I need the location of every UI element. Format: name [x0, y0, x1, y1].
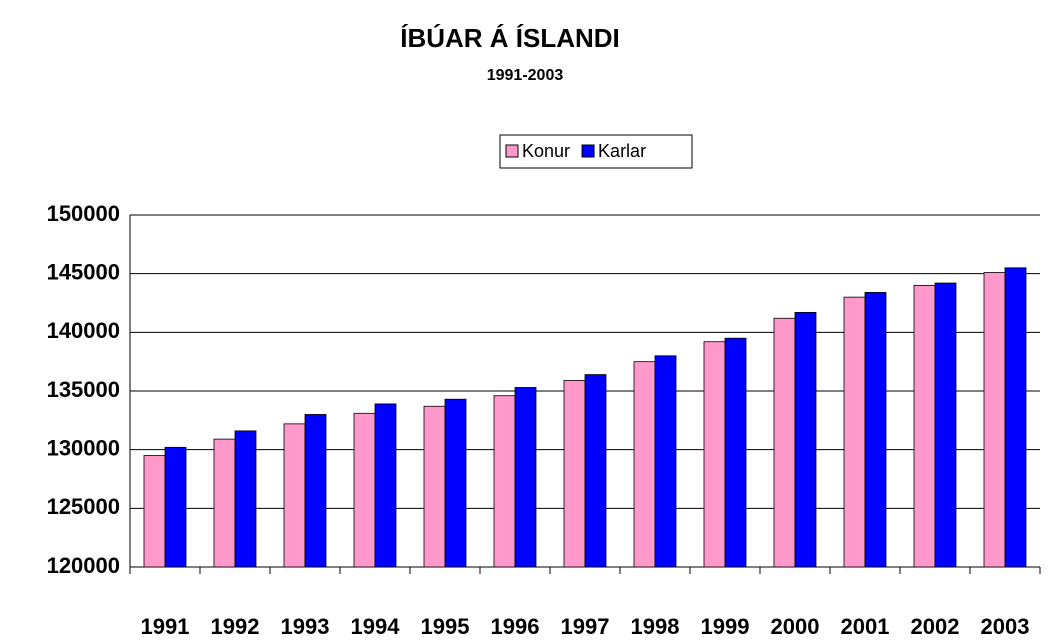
legend-box: [499, 134, 693, 169]
x-tick-label: 1994: [351, 614, 401, 637]
x-tick-label: 1998: [631, 614, 680, 637]
chart-subtitle: 1991-2003: [487, 67, 564, 84]
x-tick-label: 2003: [981, 614, 1030, 637]
bar: [934, 282, 957, 568]
bar: [703, 341, 726, 568]
bar: [773, 317, 796, 568]
legend-label: Konur: [522, 141, 570, 161]
x-tick-label: 2000: [771, 614, 820, 637]
y-tick-label: 130000: [47, 435, 120, 460]
bar: [234, 430, 257, 568]
y-tick-label: 125000: [47, 494, 120, 519]
bar: [444, 398, 467, 568]
y-tick-label: 145000: [47, 259, 120, 284]
bar: [983, 272, 1006, 568]
x-tick-label: 2001: [841, 614, 890, 637]
bar: [633, 361, 656, 568]
bar: [374, 403, 397, 568]
x-tick-label: 1991: [141, 614, 190, 637]
y-tick-label: 120000: [47, 553, 120, 578]
bar: [724, 337, 747, 568]
bar: [794, 311, 817, 568]
bar: [864, 292, 887, 568]
x-tick-label: 1997: [561, 614, 610, 637]
y-tick-label: 150000: [47, 201, 120, 226]
bar: [514, 387, 537, 568]
bar: [213, 438, 236, 568]
legend-label: Karlar: [598, 141, 646, 161]
bar: [423, 405, 446, 568]
bar: [353, 412, 376, 568]
x-tick-label: 1993: [281, 614, 330, 637]
bar: [654, 355, 677, 568]
x-tick-label: 1995: [421, 614, 470, 637]
bar: [164, 446, 187, 568]
bar: [563, 380, 586, 568]
x-tick-label: 1996: [491, 614, 540, 637]
bar: [304, 414, 327, 568]
x-tick-label: 1992: [211, 614, 260, 637]
legend-swatch: [581, 144, 595, 158]
bar: [283, 423, 306, 568]
legend-swatch: [505, 144, 519, 158]
y-tick-label: 135000: [47, 377, 120, 402]
y-tick-label: 140000: [47, 318, 120, 343]
bar: [143, 455, 166, 568]
bar: [584, 374, 607, 568]
bar: [913, 284, 936, 568]
bar: [843, 296, 866, 568]
x-tick-label: 1999: [701, 614, 750, 637]
chart-title: ÍBÚAR Á ÍSLANDI: [400, 23, 620, 53]
bar: [493, 395, 516, 568]
bar: [1004, 267, 1027, 568]
x-tick-label: 2002: [911, 614, 960, 637]
